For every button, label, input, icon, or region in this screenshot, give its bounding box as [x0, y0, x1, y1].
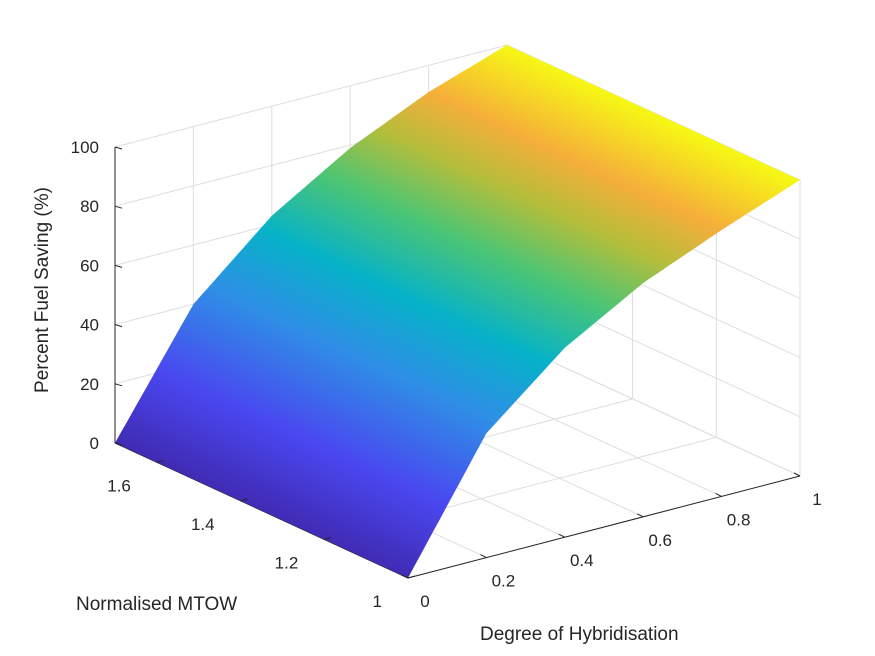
x-tick-mark — [636, 513, 644, 518]
fuel-saving-surface — [115, 45, 800, 578]
z-axis-label: Percent Fuel Saving (%) — [32, 187, 53, 393]
z-tick-mark — [114, 264, 123, 268]
y-tick-mark — [240, 498, 248, 502]
surface-patch — [115, 45, 800, 578]
x-axis-line — [407, 475, 801, 579]
y-axis-label: Normalised MTOW — [76, 594, 237, 615]
z-tick-label: 40 — [80, 316, 99, 335]
y-tick-label: 1.6 — [107, 476, 131, 495]
z-tick-label: 100 — [71, 138, 99, 157]
x-tick-mark — [480, 554, 487, 559]
y-tick-mark — [407, 575, 416, 579]
x-tick-label: 0.6 — [648, 531, 672, 550]
x-tick-label: 0.8 — [727, 510, 751, 529]
z-tick-label: 20 — [80, 375, 99, 394]
z-tick-label: 80 — [80, 197, 99, 216]
y-tick-mark — [324, 536, 332, 540]
x-tick-mark — [715, 492, 722, 497]
y-tick-mark — [156, 459, 165, 463]
z-tick-mark — [114, 442, 123, 446]
z-tick-mark — [114, 324, 123, 328]
y-tick-label: 1.2 — [275, 553, 299, 572]
x-tick-label: 0.4 — [570, 551, 594, 570]
grid-line — [506, 340, 801, 477]
x-tick-label: 0.2 — [492, 572, 516, 591]
x-axis-label: Degree of Hybridisation — [480, 624, 679, 645]
x-tick-label: 0 — [420, 592, 429, 611]
y-tick-label: 1 — [373, 592, 382, 611]
x-tick-mark — [401, 574, 409, 579]
x-tick-label: 1 — [812, 490, 821, 509]
z-tick-label: 0 — [90, 434, 99, 453]
z-tick-mark — [114, 146, 123, 150]
z-tick-mark — [114, 205, 123, 209]
z-tick-mark — [114, 383, 123, 387]
z-tick-label: 60 — [80, 256, 99, 275]
x-tick-mark — [558, 533, 566, 538]
grid-line — [114, 44, 508, 148]
tick-labels: 0 0.2 0.4 0.6 0.8 1 1 1.2 1.4 1.6 0 20 40 60 80 100 — [71, 138, 822, 611]
x-tick-mark — [793, 472, 801, 477]
y-tick-label: 1.4 — [191, 515, 215, 534]
